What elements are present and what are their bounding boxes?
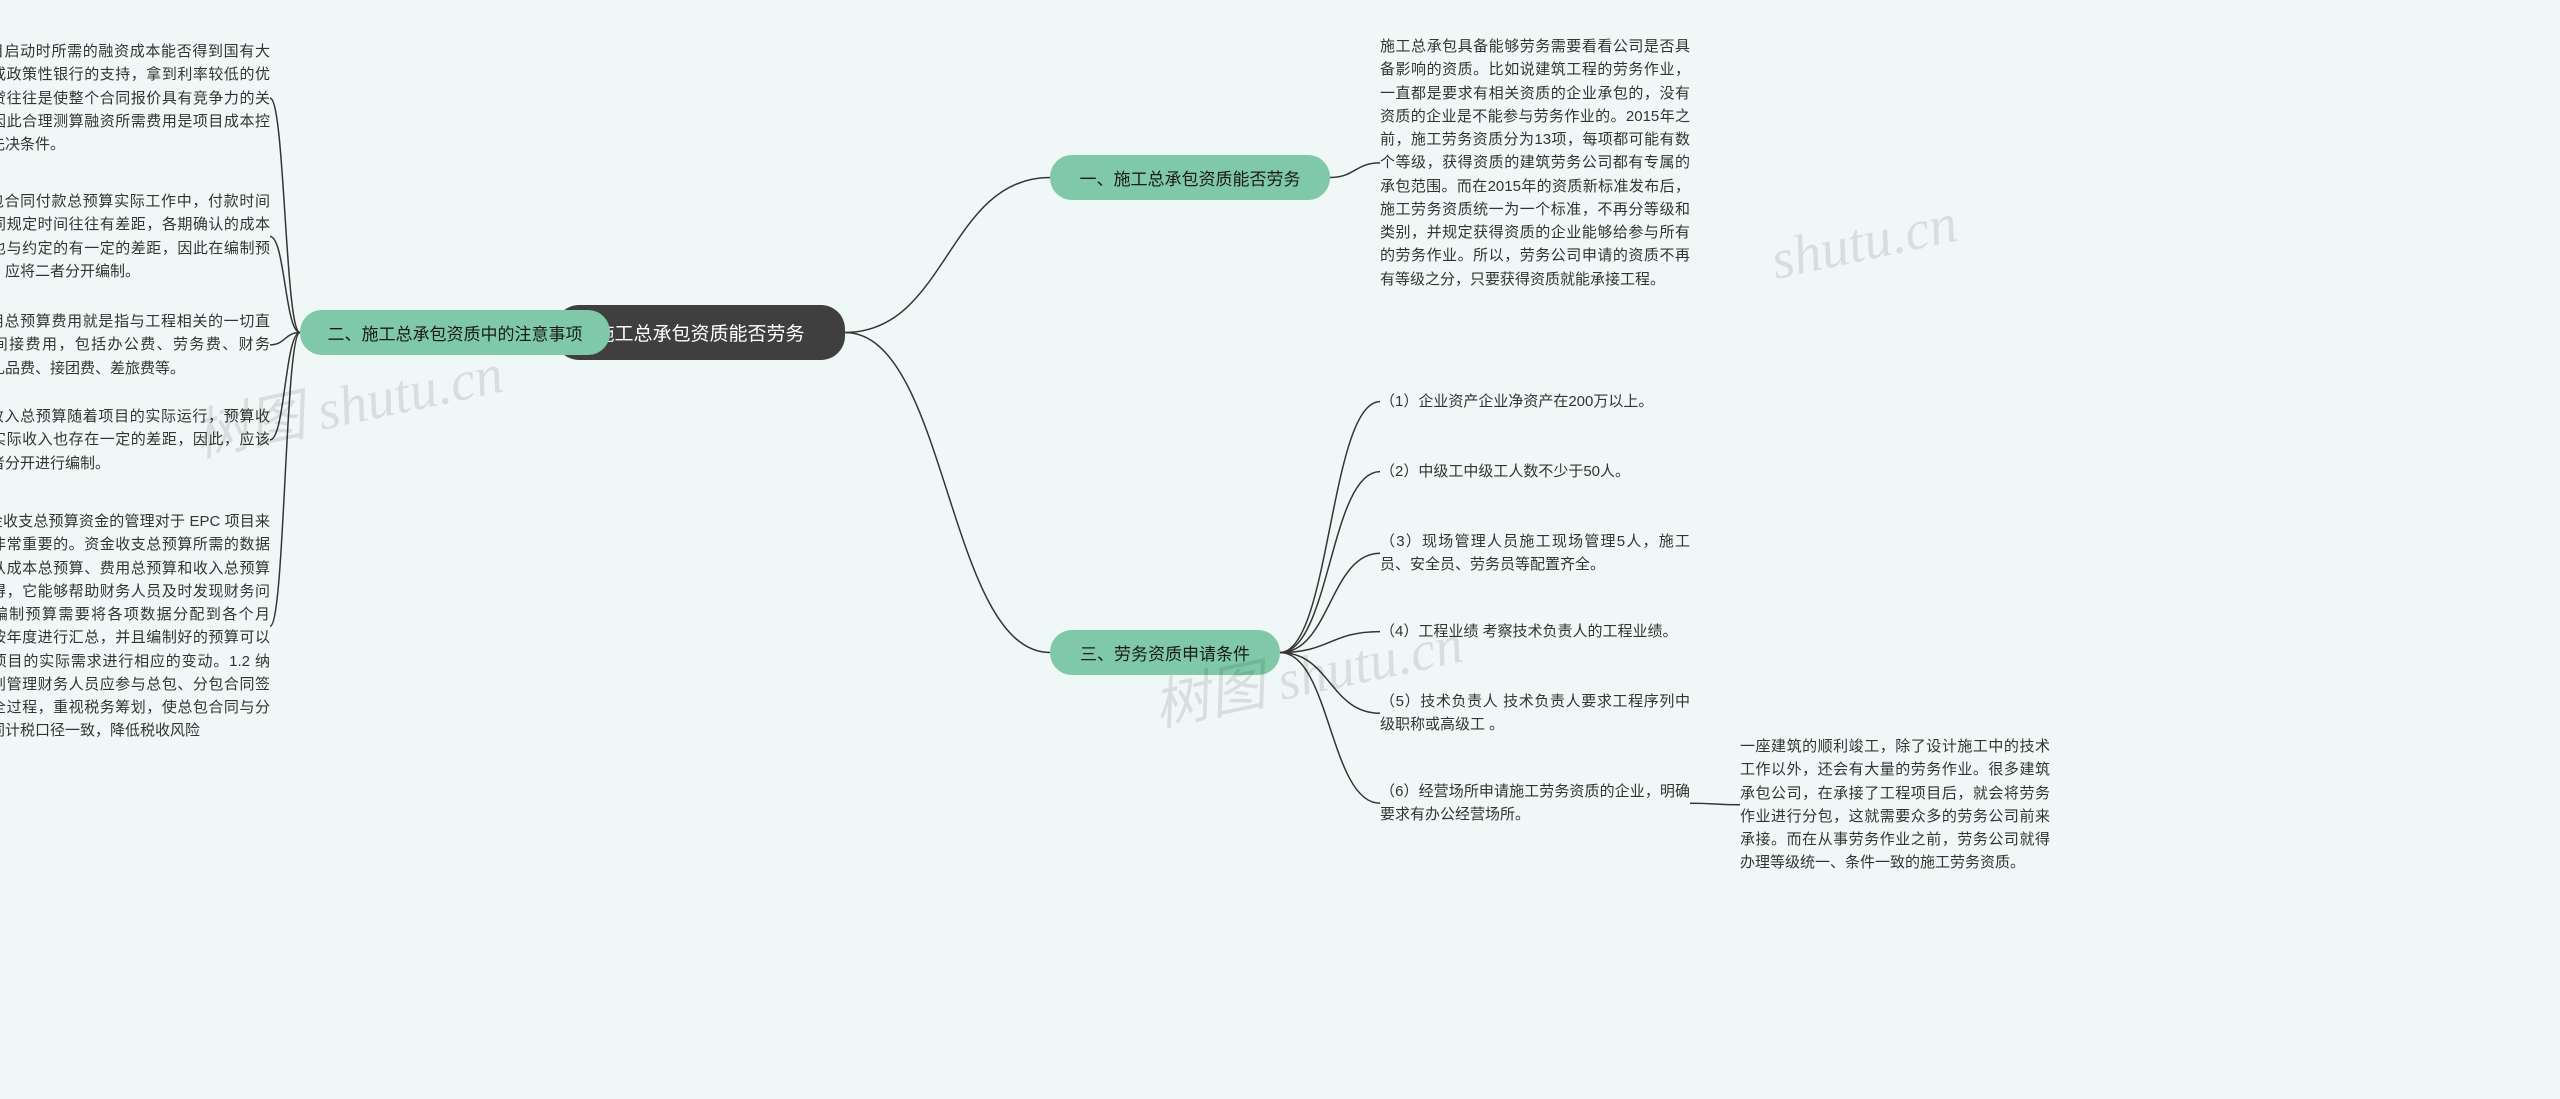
root-label: 施工总承包资质能否劳务	[595, 319, 804, 346]
watermark-3: shutu.cn	[1765, 191, 1962, 293]
leaf-r1-1: 施工总承包具备能够劳务需要看看公司是否具备影响的资质。比如说建筑工程的劳务作业，…	[1380, 35, 1690, 291]
leaf-l2-3: 3.费用总预算费用就是指与工程相关的一切直接及间接费用，包括办公费、劳务费、财务…	[0, 310, 270, 380]
leaf-r3-1: （1）企业资产企业净资产在200万以上。	[1380, 390, 1690, 413]
leaf-l2-1: 1.项目启动时所需的融资成本能否得到国有大银行或政策性银行的支持，拿到利率较低的…	[0, 40, 270, 156]
branch-node-3[interactable]: 三、劳务资质申请条件	[1050, 630, 1280, 675]
leaf-l2-5: 5.资金收支总预算资金的管理对于 EPC 项目来说是非常重要的。资金收支总预算所…	[0, 510, 270, 743]
branch-node-1[interactable]: 一、施工总承包资质能否劳务	[1050, 155, 1330, 200]
leaf-r3-6b: 一座建筑的顺利竣工，除了设计施工中的技术工作以外，还会有大量的劳务作业。很多建筑…	[1740, 735, 2050, 875]
leaf-l2-2: 2.分包合同付款总预算实际工作中，付款时间与合同规定时间往往有差距，各期确认的成…	[0, 190, 270, 283]
leaf-r3-3: （3）现场管理人员施工现场管理5人，施工员、安全员、劳务员等配置齐全。	[1380, 530, 1690, 577]
branch-2-label: 二、施工总承包资质中的注意事项	[328, 320, 583, 345]
branch-3-label: 三、劳务资质申请条件	[1080, 640, 1250, 665]
leaf-r3-6: （6）经营场所申请施工劳务资质的企业，明确要求有办公经营场所。	[1380, 780, 1690, 827]
leaf-r3-5: （5）技术负责人 技术负责人要求工程序列中级职称或高级工 。	[1380, 690, 1690, 737]
leaf-r3-2: （2）中级工中级工人数不少于50人。	[1380, 460, 1690, 483]
leaf-r3-4: （4）工程业绩 考察技术负责人的工程业绩。	[1380, 620, 1690, 643]
branch-1-label: 一、施工总承包资质能否劳务	[1080, 165, 1301, 190]
leaf-l2-4: 4 。收入总预算随着项目的实际运行，预算收入与实际收入也存在一定的差距，因此，应…	[0, 405, 270, 475]
branch-node-2[interactable]: 二、施工总承包资质中的注意事项	[300, 310, 610, 355]
